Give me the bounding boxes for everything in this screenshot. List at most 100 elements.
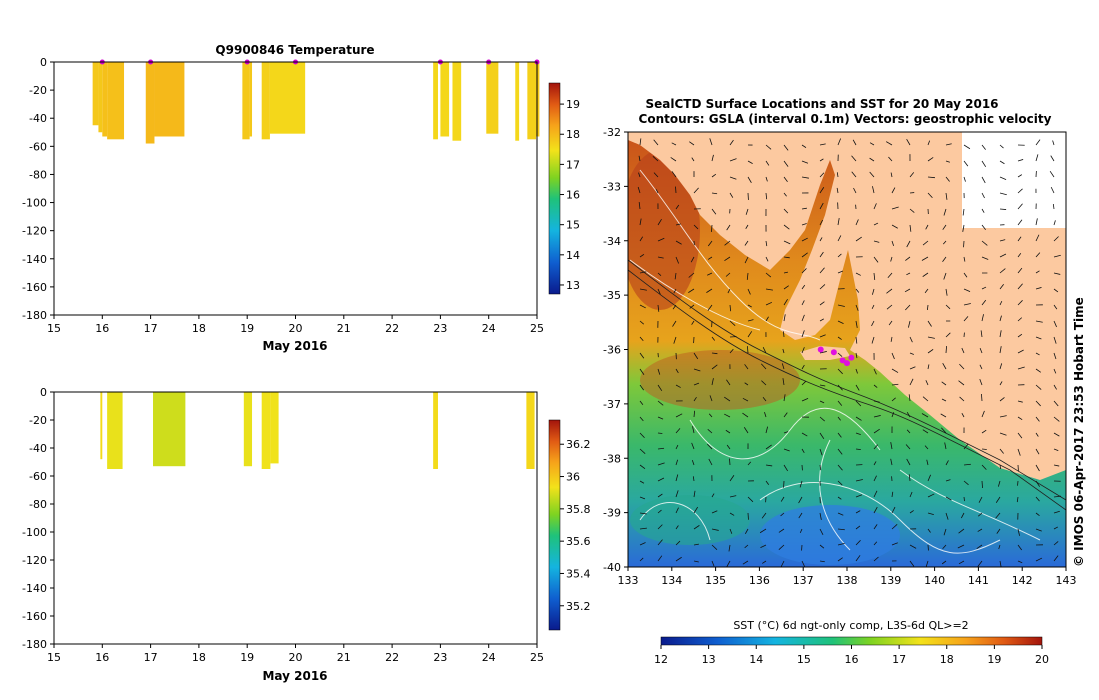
velocity-vector-266: [798, 512, 803, 519]
velocity-vector-606: [1035, 336, 1042, 340]
velocity-vector-205: [762, 396, 767, 402]
velocity-vector-73: [675, 444, 679, 450]
x-tick-label-9: 24: [482, 651, 496, 664]
velocity-vector-465: [942, 240, 947, 245]
velocity-vector-112: [711, 208, 717, 215]
velocity-vector-345: [855, 479, 863, 482]
velocity-vector-414: [904, 288, 911, 293]
velocity-vector-627: [1053, 236, 1059, 242]
velocity-vector-583: [1017, 400, 1023, 403]
velocity-vector-163: [747, 160, 753, 164]
velocity-vector-84: [693, 187, 699, 194]
velocity-vector-297: [837, 138, 842, 146]
velocity-vector-348: [855, 525, 861, 530]
velocity-vector-549: [999, 283, 1004, 290]
velocity-vector-0: [639, 138, 642, 146]
velocity-vector-133: [711, 544, 718, 550]
velocity-vector-325: [851, 155, 857, 162]
no-data-region: [962, 132, 1066, 228]
x-tick-label-9: 24: [482, 322, 496, 335]
velocity-vector-242: [780, 560, 785, 567]
velocity-vector-645: [1053, 526, 1059, 530]
profile-bar-2: [102, 62, 108, 137]
velocity-vector-62: [674, 272, 677, 280]
profile-bar-10: [433, 62, 438, 140]
velocity-vector-424: [905, 444, 911, 450]
velocity-vector-121: [711, 352, 718, 355]
velocity-vector-58: [675, 204, 680, 210]
velocity-vector-46: [657, 447, 665, 450]
velocity-vector-56: [671, 171, 677, 178]
velocity-vector-360: [871, 288, 875, 295]
velocity-vector-437: [925, 224, 929, 230]
profile-bar-0: [92, 62, 99, 126]
velocity-vector-49: [657, 493, 663, 498]
x-tick-label-4: 19: [240, 651, 254, 664]
velocity-vector-377: [873, 556, 879, 562]
velocity-vector-278: [819, 267, 825, 274]
y-tick-label-2: -40: [29, 112, 47, 125]
velocity-vector-564: [996, 528, 1001, 534]
velocity-vector-553: [999, 346, 1002, 354]
velocity-vector-546: [999, 239, 1006, 242]
velocity-vector-592: [1017, 544, 1023, 551]
velocity-vector-471: [945, 332, 951, 338]
velocity-vector-27: [653, 139, 659, 146]
velocity-vector-277: [819, 251, 824, 258]
velocity-vector-462: [945, 192, 948, 200]
x-tick-label-3: 18: [192, 651, 206, 664]
velocity-vector-16: [639, 400, 644, 406]
velocity-vector-7: [639, 253, 645, 258]
velocity-vector-506: [963, 463, 971, 466]
velocity-vector-174: [747, 331, 753, 338]
velocity-vector-203: [761, 363, 767, 370]
velocity-vector-35: [657, 272, 662, 276]
velocity-vector-439: [921, 256, 929, 261]
velocity-vector-461: [945, 176, 950, 182]
velocity-vector-616: [1035, 496, 1040, 502]
velocity-vector-577: [1017, 300, 1023, 306]
velocity-vector-187: [744, 544, 749, 549]
velocity-vector-539: [977, 560, 983, 567]
velocity-vector-86: [693, 224, 699, 230]
velocity-vector-493: [963, 256, 966, 262]
velocity-vector-641: [1053, 464, 1060, 467]
velocity-vector-584: [1017, 416, 1023, 421]
velocity-vector-426: [908, 474, 911, 482]
profile-bar-8: [261, 62, 270, 140]
velocity-vector-209: [765, 464, 773, 467]
velocity-vector-449: [921, 413, 929, 418]
velocity-vector-620: [1035, 557, 1043, 562]
velocity-vector-226: [783, 298, 788, 306]
velocity-vector-123: [711, 378, 714, 386]
velocity-vector-33: [657, 237, 665, 242]
velocity-vector-519: [981, 240, 988, 246]
velocity-vector-265: [798, 496, 803, 504]
velocity-vector-514: [981, 160, 987, 168]
velocity-vector-173: [747, 319, 754, 322]
velocity-vector-91: [689, 304, 695, 309]
velocity-vector-2: [638, 172, 641, 178]
velocity-vector-505: [963, 443, 969, 450]
velocity-vector-403: [891, 542, 898, 546]
velocity-vector-148: [729, 348, 734, 354]
seal-position-4: [817, 346, 824, 353]
velocity-vector-79: [675, 540, 681, 546]
velocity-vector-351: [869, 142, 875, 146]
velocity-vector-232: [783, 394, 786, 402]
velocity-vector-357: [873, 240, 880, 243]
velocity-vector-580: [1017, 349, 1024, 354]
velocity-vector-66: [673, 336, 677, 344]
velocity-vector-154: [726, 444, 731, 450]
velocity-vector-533: [981, 464, 987, 470]
velocity-vector-175: [746, 346, 749, 354]
velocity-vector-37: [657, 304, 660, 312]
velocity-vector-197: [765, 272, 772, 278]
sst-colorbar: [660, 636, 1043, 646]
velocity-vector-422: [906, 412, 911, 418]
velocity-vector-443: [927, 320, 932, 327]
map-y-tick-label-8: -40: [603, 561, 621, 574]
velocity-vector-157: [729, 495, 737, 498]
velocity-vector-6: [639, 236, 644, 242]
